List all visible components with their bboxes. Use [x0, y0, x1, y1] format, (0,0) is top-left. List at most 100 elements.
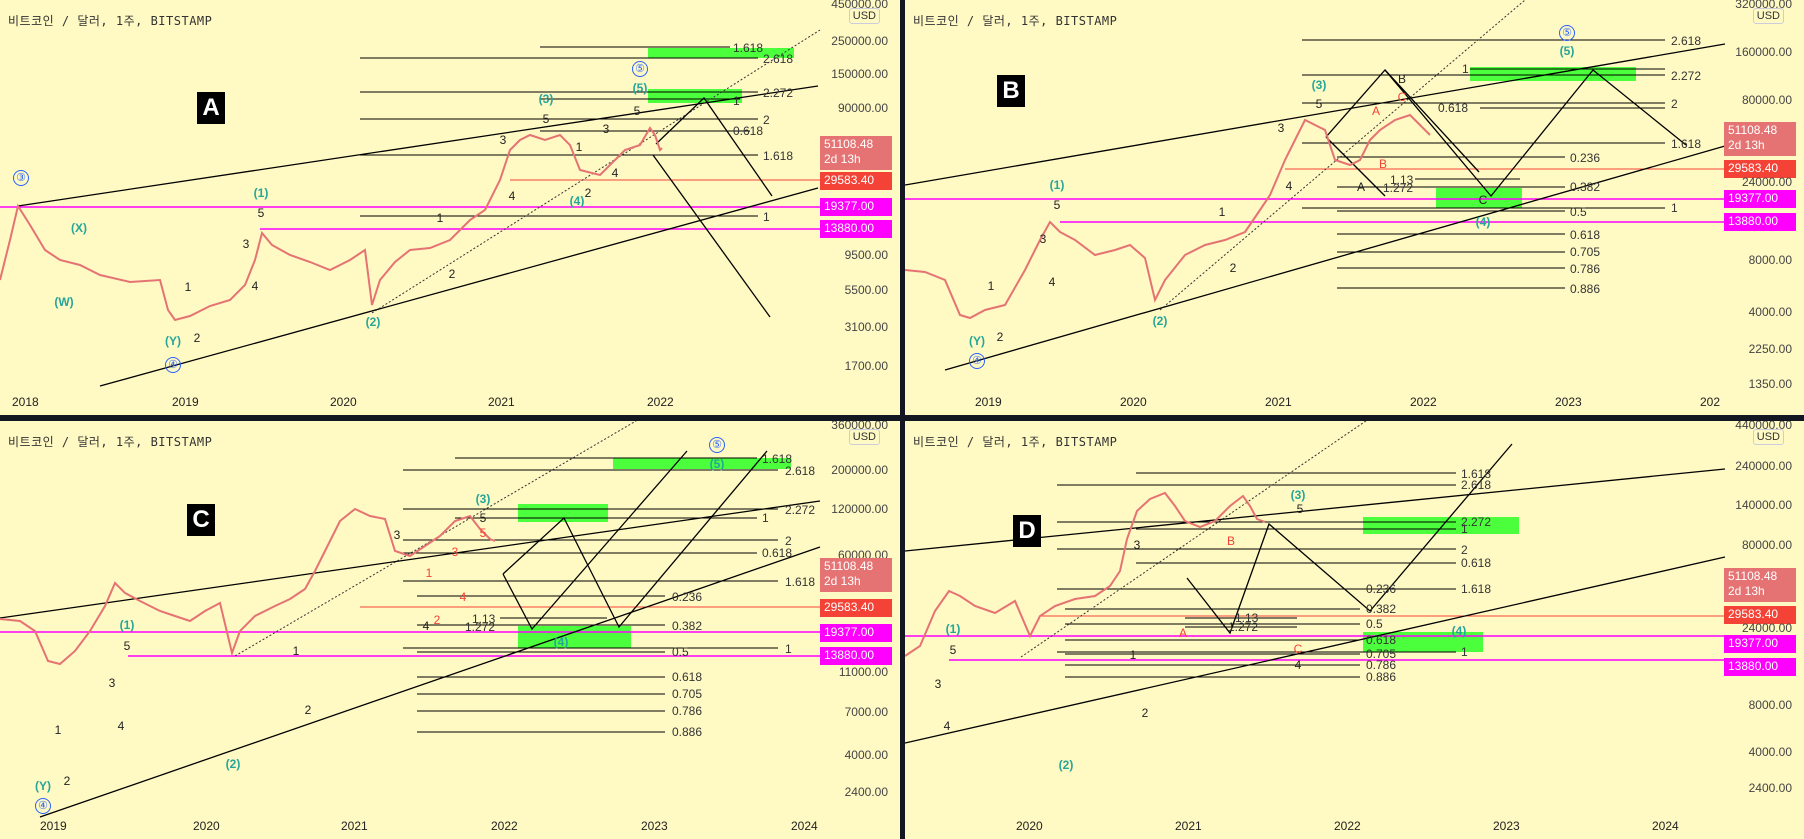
wave-label: 3 — [451, 545, 459, 559]
scenario-label-b: B — [997, 75, 1025, 107]
y-tick: 360000.00 — [831, 421, 888, 432]
level-tag-magenta: 13880.00 — [1724, 213, 1796, 231]
x-tick: 2024 — [791, 819, 818, 833]
wave-label: 2 — [584, 186, 592, 200]
x-tick: 2023 — [641, 819, 668, 833]
fib-label: 0.236 — [672, 590, 703, 604]
price-axis[interactable]: 450000.00 USD 250000.00 150000.00 90000.… — [808, 0, 900, 415]
fib-label: 2.272 — [763, 86, 794, 100]
fib-label: 1 — [762, 511, 769, 525]
fib-label: 1 — [1462, 62, 1469, 76]
x-tick: 2023 — [1555, 395, 1582, 409]
fib-label: 2 — [1671, 97, 1678, 111]
wave-label: (W) — [54, 295, 74, 309]
level-tag-magenta: 13880.00 — [820, 647, 892, 665]
level-tag-magenta: 19377.00 — [820, 198, 892, 216]
x-tick: 2022 — [1410, 395, 1437, 409]
wave-label: 4 — [508, 189, 516, 203]
y-tick: 8000.00 — [1748, 698, 1792, 712]
y-tick: 4000.00 — [1748, 305, 1792, 319]
price-axis[interactable]: 360000.00 USD 200000.00 120000.00 60000.… — [808, 421, 900, 839]
wave-label: 2 — [1229, 261, 1237, 275]
fib-label: 1 — [1461, 522, 1468, 536]
currency-badge[interactable]: USD — [1752, 429, 1784, 445]
wave-label: (4) — [1451, 624, 1467, 638]
x-tick: 2020 — [193, 819, 220, 833]
wave-label: (2) — [1058, 758, 1074, 772]
wave-label: (4) — [569, 194, 585, 208]
wave-label: B — [1397, 72, 1407, 86]
wave-label: 4 — [422, 619, 430, 633]
chart-canvas-b — [905, 0, 1726, 371]
fib-label: 0.236 — [1366, 582, 1397, 596]
wave-label: 5 — [1315, 97, 1323, 111]
price-axis[interactable]: 320000.00 USD 160000.00 80000.00 51108.4… — [1712, 0, 1804, 415]
fib-label: 1 — [1461, 645, 1468, 659]
fib-label: 2 — [1461, 543, 1468, 557]
wave-label: ④ — [165, 357, 181, 373]
x-tick: 2022 — [491, 819, 518, 833]
chart-canvas-c — [0, 421, 821, 818]
currency-badge[interactable]: USD — [848, 429, 880, 445]
fib-label: 0.5 — [672, 645, 689, 659]
last-price-tag: 51108.48 2d 13h — [820, 136, 892, 170]
level-tag-red: 29583.40 — [820, 599, 892, 617]
fib-label: 0.618 — [1570, 228, 1601, 242]
fib-label: 2.272 — [785, 503, 816, 517]
wave-label: (5) — [632, 81, 648, 95]
wave-label: 5 — [257, 206, 265, 220]
y-tick: 440000.00 — [1735, 421, 1792, 432]
fib-label: 1.618 — [1461, 582, 1492, 596]
wave-label: 1 — [1218, 205, 1226, 219]
chart-panel-c[interactable]: 비트코인 / 달러, 1주, BITSTAMP C (Y) ④ 1 2 3 4 … — [0, 421, 900, 839]
y-tick: 8000.00 — [1748, 253, 1792, 267]
y-tick: 90000.00 — [837, 101, 888, 115]
wave-label: 4 — [611, 166, 619, 180]
y-tick: 80000.00 — [1741, 93, 1792, 107]
fib-label: 0.886 — [1570, 282, 1601, 296]
chart-panel-b[interactable]: 비트코인 / 달러, 1주, BITSTAMP B (Y) ④ 1 2 3 4 … — [905, 0, 1804, 415]
fib-label: 1.618 — [763, 149, 794, 163]
x-tick: 202 — [1700, 395, 1721, 409]
wave-label: 5 — [123, 639, 131, 653]
y-tick: 11000.00 — [838, 665, 888, 679]
y-tick: 80000.00 — [1741, 538, 1792, 552]
chart-canvas-d — [905, 421, 1726, 744]
chart-panel-d[interactable]: 비트코인 / 달러, 1주, BITSTAMP D 3 4 5 (1) (2) … — [905, 421, 1804, 839]
x-tick: 2021 — [1265, 395, 1292, 409]
wave-label: A — [1178, 626, 1188, 640]
fib-label: 1 — [1671, 201, 1678, 215]
wave-label: (1) — [119, 618, 135, 632]
wave-label: 4 — [943, 719, 951, 733]
chart-title: 비트코인 / 달러, 1주, BITSTAMP — [8, 14, 213, 28]
wave-label: 3 — [602, 122, 610, 136]
wave-label: ④ — [969, 353, 985, 369]
fib-label: 1.618 — [785, 575, 816, 589]
fib-label: 0.382 — [1366, 602, 1397, 616]
wave-label: 4 — [251, 279, 259, 293]
currency-badge[interactable]: USD — [848, 8, 880, 24]
y-tick: 2250.00 — [1748, 342, 1792, 356]
wave-label: 3 — [108, 676, 116, 690]
fib-label: 0.5 — [1570, 205, 1587, 219]
wave-label: 1 — [436, 211, 444, 225]
wave-label: 4 — [1294, 658, 1302, 672]
x-tick: 2020 — [1016, 819, 1043, 833]
wave-label: 2 — [1141, 706, 1149, 720]
currency-badge[interactable]: USD — [1752, 8, 1784, 24]
fib-label: 0.618 — [762, 546, 793, 560]
fib-label: 1.618 — [1461, 467, 1492, 481]
fib-label: 1.13 — [1235, 611, 1259, 625]
x-tick: 2021 — [488, 395, 515, 409]
wave-label: (X) — [71, 221, 87, 235]
wave-label: (Y) — [165, 334, 181, 348]
wave-label: C — [1397, 90, 1407, 104]
y-tick: 2400.00 — [844, 785, 888, 799]
chart-panel-a[interactable]: 비트코인 / 달러, 1주, BITSTAMP A ③ (X) (W) (Y) … — [0, 0, 900, 415]
wave-label: 2 — [996, 330, 1004, 344]
wave-label: (2) — [365, 315, 381, 329]
wave-label: 1 — [54, 723, 62, 737]
fib-label: 2.618 — [1671, 34, 1702, 48]
fib-label: 0.382 — [672, 619, 703, 633]
price-axis[interactable]: 440000.00 USD 240000.00 140000.00 80000.… — [1712, 421, 1804, 839]
